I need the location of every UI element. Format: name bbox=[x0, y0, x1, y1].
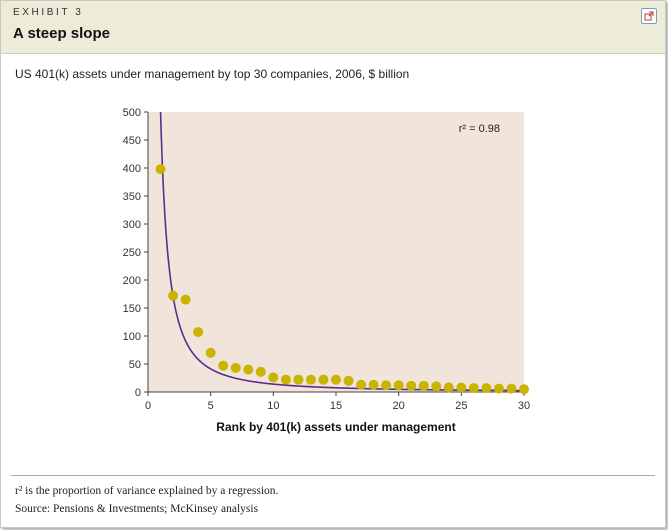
y-tick-label: 250 bbox=[123, 247, 141, 259]
x-tick-label: 0 bbox=[145, 400, 151, 412]
y-tick-label: 150 bbox=[123, 303, 141, 315]
chart-subtitle: US 401(k) assets under management by top… bbox=[15, 67, 410, 81]
data-point bbox=[468, 383, 479, 394]
data-point bbox=[243, 364, 254, 375]
data-point bbox=[406, 380, 417, 391]
data-point bbox=[443, 382, 454, 393]
data-point bbox=[493, 383, 504, 394]
data-point bbox=[168, 290, 179, 301]
y-tick-label: 0 bbox=[135, 387, 141, 399]
data-point bbox=[519, 384, 529, 395]
x-tick-label: 10 bbox=[267, 400, 279, 412]
data-point bbox=[155, 164, 166, 175]
y-tick-label: 350 bbox=[123, 191, 141, 203]
scatter-chart: 0 50 100 150 200 250 300 350 400 450 500 0 5 10 15 20 25… bbox=[123, 107, 530, 434]
data-point bbox=[205, 347, 216, 358]
y-tick-label: 500 bbox=[123, 107, 141, 119]
y-tick-label: 200 bbox=[123, 275, 141, 287]
data-point bbox=[356, 379, 367, 390]
x-tick-label: 20 bbox=[393, 400, 405, 412]
data-point bbox=[318, 374, 329, 385]
x-tick-label: 30 bbox=[518, 400, 530, 412]
data-point bbox=[456, 382, 467, 393]
footnote: r² is the proportion of variance explain… bbox=[15, 485, 279, 497]
exhibit-title: A steep slope bbox=[13, 25, 110, 42]
y-tick-label: 100 bbox=[123, 331, 141, 343]
data-point bbox=[268, 372, 279, 383]
plot-area bbox=[148, 112, 524, 392]
footnote-divider bbox=[11, 475, 655, 476]
exhibit-label: EXHIBIT 3 bbox=[13, 7, 84, 18]
expand-window-button[interactable] bbox=[641, 8, 657, 24]
data-point bbox=[368, 379, 379, 390]
data-point bbox=[506, 383, 517, 394]
x-axis-label: Rank by 401(k) assets under management bbox=[216, 420, 455, 434]
data-point bbox=[431, 381, 442, 392]
x-tick-label: 15 bbox=[330, 400, 342, 412]
data-point bbox=[331, 374, 341, 385]
data-point bbox=[255, 366, 266, 377]
data-point bbox=[293, 374, 304, 385]
data-point bbox=[193, 327, 204, 338]
data-point bbox=[180, 294, 191, 305]
data-point bbox=[381, 380, 392, 391]
expand-window-icon bbox=[644, 11, 654, 21]
exhibit-header: EXHIBIT 3 A steep slope bbox=[1, 1, 665, 54]
data-point bbox=[343, 375, 354, 386]
data-point bbox=[393, 380, 404, 391]
y-tick-label: 300 bbox=[123, 219, 141, 231]
data-point bbox=[218, 360, 229, 371]
x-tick-label: 25 bbox=[455, 400, 467, 412]
y-tick-label: 400 bbox=[123, 163, 141, 175]
x-tick-label: 5 bbox=[208, 400, 214, 412]
data-point bbox=[230, 362, 241, 373]
r-squared-annotation: r² = 0.98 bbox=[459, 123, 500, 135]
y-tick-label: 450 bbox=[123, 135, 141, 147]
data-point bbox=[481, 383, 492, 394]
data-point bbox=[305, 374, 316, 385]
data-point bbox=[280, 374, 291, 385]
data-point bbox=[418, 380, 429, 391]
source-note: Source: Pensions & Investments; McKinsey… bbox=[15, 503, 259, 515]
y-tick-label: 50 bbox=[129, 359, 141, 371]
